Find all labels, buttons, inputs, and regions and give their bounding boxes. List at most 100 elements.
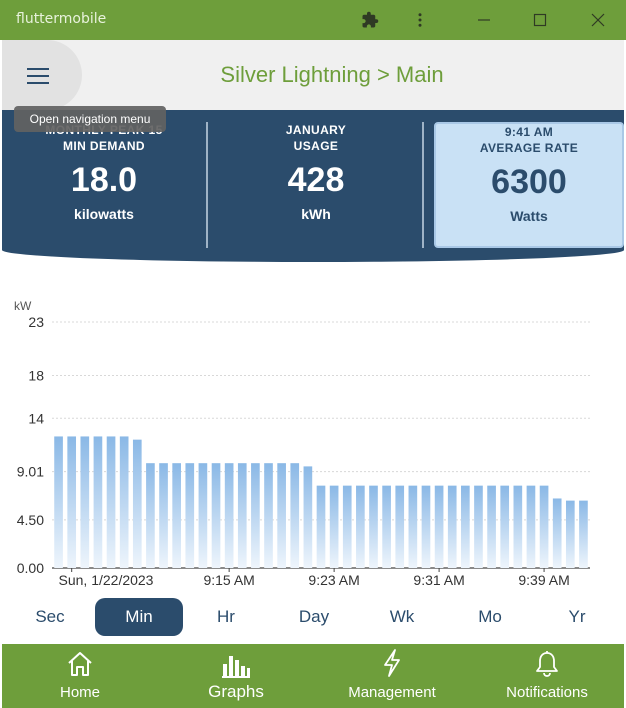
chart-bar[interactable] xyxy=(421,485,431,568)
stat-line2: AVERAGE RATE xyxy=(479,141,579,155)
chart-bar[interactable] xyxy=(277,463,286,568)
tab-sec[interactable]: Sec xyxy=(35,607,65,626)
stat-value: 18.0 xyxy=(70,161,138,199)
stats-panel: MONTHLY PEAK 15 MIN DEMAND 18.0 kilowatt… xyxy=(2,110,624,262)
chart-bar[interactable] xyxy=(185,463,195,568)
nav-notifications[interactable]: Notifications xyxy=(470,644,624,708)
chart-svg: kW 0.00 4.50 9.01 14 18 23 Sun, 1/22/2023 9:15 A… xyxy=(14,299,590,588)
nav-graphs[interactable]: Graphs xyxy=(158,644,314,708)
stat-value: 6300 xyxy=(491,163,567,201)
chart-bar[interactable] xyxy=(119,436,129,568)
x-tick-label: Sun, 1/22/2023 xyxy=(59,572,154,588)
stat-unit: kWh xyxy=(301,206,331,222)
chart-bar[interactable] xyxy=(408,485,418,568)
chart-bar[interactable] xyxy=(395,485,405,568)
range-tabs: Sec Min Hr Day Wk Mo Yr xyxy=(2,596,624,640)
chart-bar[interactable] xyxy=(316,485,326,568)
menu-tooltip: Open navigation menu xyxy=(14,106,166,132)
chart-bar[interactable] xyxy=(579,500,588,568)
chart-bar[interactable] xyxy=(342,485,352,568)
nav-home[interactable]: Home xyxy=(2,644,158,708)
chart-bar[interactable] xyxy=(172,463,181,568)
tab-hr[interactable]: Hr xyxy=(217,607,235,626)
x-tick-label: 9:15 AM xyxy=(203,572,254,588)
x-tick-label: 9:31 AM xyxy=(413,572,464,588)
chart-bar[interactable] xyxy=(526,485,536,568)
bell-icon xyxy=(536,651,558,677)
maximize-icon[interactable] xyxy=(528,8,552,32)
chart-bar[interactable] xyxy=(237,463,247,568)
chart-bar[interactable] xyxy=(382,485,391,568)
chart-bar[interactable] xyxy=(198,463,208,568)
close-icon[interactable] xyxy=(586,8,610,32)
lightning-icon xyxy=(384,649,400,677)
stat-unit: kilowatts xyxy=(74,206,134,222)
chart-bar[interactable] xyxy=(447,485,457,568)
nav-label: Notifications xyxy=(506,684,588,701)
page-title: Silver Lightning > Main xyxy=(220,62,444,87)
tab-day[interactable]: Day xyxy=(298,607,330,626)
chart-bar[interactable] xyxy=(500,485,510,568)
stat-divider xyxy=(422,122,424,248)
window-titlebar: fluttermobile xyxy=(0,0,626,40)
tab-yr[interactable]: Yr xyxy=(568,607,586,626)
chart-bar[interactable] xyxy=(224,463,234,568)
app-bar: Silver Lightning > Main xyxy=(2,40,624,110)
chart-bar[interactable] xyxy=(552,498,562,568)
x-tick-label: 9:39 AM xyxy=(518,572,569,588)
y-tick-label: 0.00 xyxy=(17,560,44,576)
chart-bar[interactable] xyxy=(487,485,496,568)
nav-label: Home xyxy=(59,684,100,701)
y-tick-label: 9.01 xyxy=(17,464,44,480)
chart-bar[interactable] xyxy=(264,463,273,568)
chart-bar[interactable] xyxy=(461,485,470,568)
chart-bar[interactable] xyxy=(93,436,103,568)
y-tick-label: 18 xyxy=(28,367,44,383)
more-vert-icon[interactable] xyxy=(408,8,432,32)
y-axis-label: kW xyxy=(14,299,32,313)
chart-bar[interactable] xyxy=(54,436,63,568)
chart-bar[interactable] xyxy=(106,436,116,568)
stat-peak-demand[interactable]: MONTHLY PEAK 15 MIN DEMAND 18.0 kilowatt… xyxy=(2,122,206,248)
chart-bar[interactable] xyxy=(146,463,155,568)
menu-button[interactable] xyxy=(16,54,60,98)
bottom-navigation: Home Graphs Management xyxy=(2,644,624,708)
nav-label: Graphs xyxy=(208,682,264,701)
window-title: fluttermobile xyxy=(16,11,107,27)
stat-line2: MIN DEMAND xyxy=(63,139,145,153)
chart-bar[interactable] xyxy=(251,463,260,568)
chart-bar[interactable] xyxy=(132,439,142,568)
chart-bar[interactable] xyxy=(67,436,77,568)
demand-chart: kW 0.00 4.50 9.01 14 18 23 Sun, 1/22/2023 9:15 A… xyxy=(2,262,624,592)
chart-bar[interactable] xyxy=(80,436,90,568)
chart-bar[interactable] xyxy=(303,466,313,568)
stat-line1: 9:41 AM xyxy=(504,125,554,139)
y-tick-label: 23 xyxy=(28,314,44,330)
stat-line2: USAGE xyxy=(293,139,339,153)
chart-bar[interactable] xyxy=(434,485,444,568)
chart-bar[interactable] xyxy=(369,485,378,568)
chart-bar[interactable] xyxy=(159,463,168,568)
stat-average-rate[interactable]: 9:41 AM AVERAGE RATE 6300 Watts xyxy=(434,122,624,248)
nav-label: Management xyxy=(348,684,436,701)
chart-bar[interactable] xyxy=(565,500,575,568)
minimize-icon[interactable] xyxy=(472,8,496,32)
stat-usage[interactable]: JANUARY USAGE 428 kWh xyxy=(210,122,422,248)
tab-wk[interactable]: Wk xyxy=(389,607,415,626)
extension-icon[interactable] xyxy=(358,8,382,32)
chart-bar[interactable] xyxy=(211,463,221,568)
chart-bar[interactable] xyxy=(513,485,523,568)
hamburger-icon xyxy=(27,68,49,84)
chart-bar[interactable] xyxy=(474,485,483,568)
y-tick-label: 4.50 xyxy=(17,512,44,528)
chart-bar[interactable] xyxy=(290,463,300,568)
tab-mo[interactable]: Mo xyxy=(478,607,502,626)
tab-min[interactable]: Min xyxy=(95,598,183,636)
stat-unit: Watts xyxy=(510,208,548,224)
chart-bar[interactable] xyxy=(539,485,549,568)
nav-management[interactable]: Management xyxy=(314,644,470,708)
chart-bar[interactable] xyxy=(356,485,365,568)
stat-value: 428 xyxy=(287,161,345,199)
chart-bar[interactable] xyxy=(329,485,339,568)
y-tick-label: 14 xyxy=(28,410,44,426)
